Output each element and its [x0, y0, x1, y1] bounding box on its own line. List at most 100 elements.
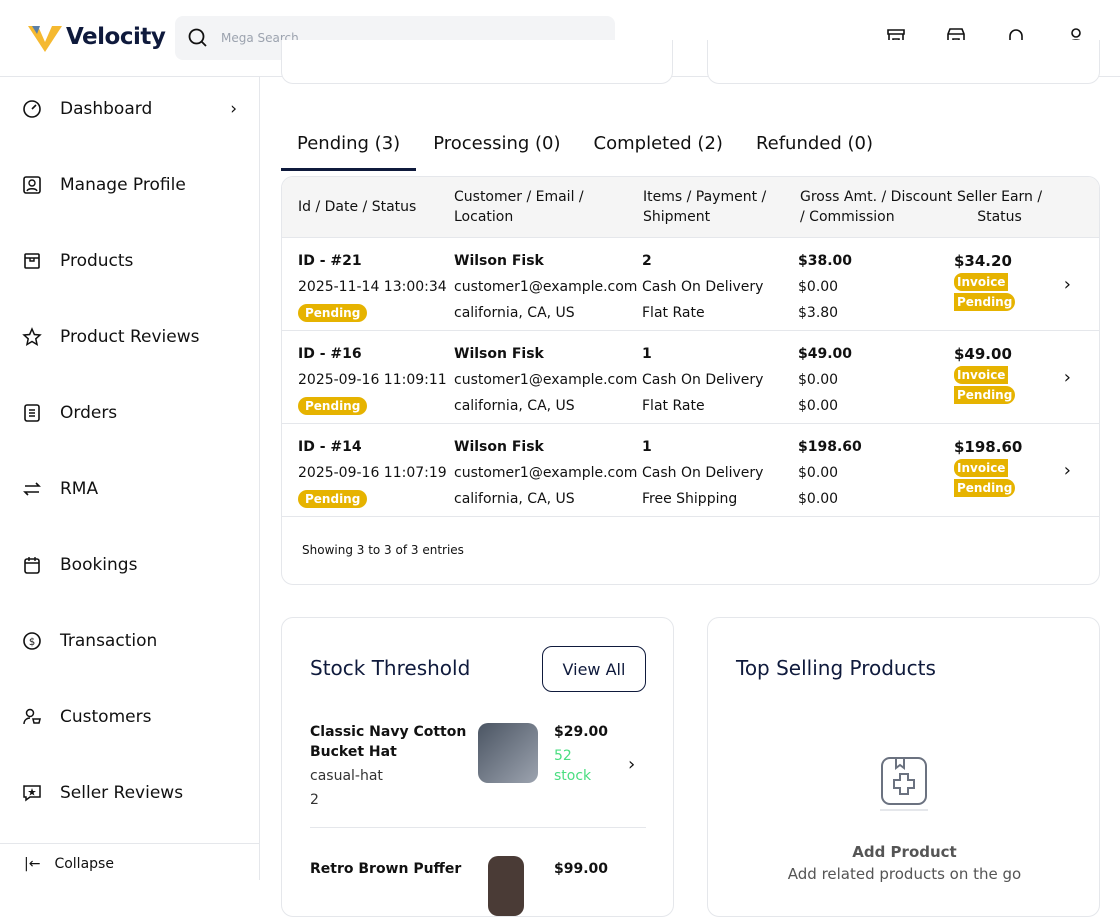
- pagination-info: Showing 3 to 3 of 3 entries: [302, 543, 464, 557]
- top-card-left: [281, 40, 673, 84]
- customer-cell: Wilson Fisk customer1@example.com californ…: [454, 439, 638, 507]
- table-header: Id / Date / Status Customer / Email / Loc…: [282, 177, 1099, 238]
- sidebar-item-label: Dashboard: [60, 99, 153, 119]
- sidebar-item-orders[interactable]: Orders: [22, 403, 237, 423]
- sidebar-item-manage-profile[interactable]: Manage Profile: [22, 175, 237, 195]
- table-row[interactable]: ID - #21 2025-11-14 13:00:34 Pending Wilso…: [282, 238, 1099, 331]
- sidebar-item-label: Customers: [60, 707, 152, 727]
- profile-icon: [23, 176, 41, 194]
- product-sku: casual-hat: [310, 768, 383, 784]
- add-product-icon: [880, 757, 928, 811]
- star-icon: [22, 327, 42, 347]
- table-row[interactable]: ID - #14 2025-09-16 11:07:19 Pending Wilso…: [282, 424, 1099, 517]
- collapse-button[interactable]: |← Collapse: [0, 843, 259, 883]
- product-image: [478, 723, 538, 783]
- svg-text:$: $: [29, 637, 35, 648]
- arrows-icon: [23, 482, 41, 496]
- product-qty: 2: [310, 792, 319, 808]
- order-id-cell: ID - #14 2025-09-16 11:07:19 Pending: [298, 439, 447, 508]
- search-placeholder: Mega Search: [221, 31, 299, 45]
- product-price: $29.00: [554, 724, 609, 740]
- sidebar-item-label: Products: [60, 251, 134, 271]
- sidebar-item-label: Manage Profile: [60, 175, 186, 195]
- product-name: Retro Brown Puffer: [310, 861, 462, 877]
- tab-pending[interactable]: Pending (3): [281, 128, 417, 171]
- status-badge: Pending: [298, 397, 368, 415]
- order-tabs: Pending (3) Processing (0) Completed (2)…: [281, 128, 890, 171]
- gauge-icon: [23, 100, 41, 118]
- product-image: [488, 856, 524, 916]
- status-badge: Pending: [298, 490, 368, 508]
- seller-earn-cell: $49.00 Invoice Pending: [954, 343, 1016, 405]
- sidebar-item-label: Seller Reviews: [60, 783, 184, 803]
- sidebar-item-dashboard[interactable]: Dashboard ›: [22, 99, 237, 119]
- amount-cell: $38.00 $0.00 $3.80: [798, 253, 853, 321]
- column-header: Seller Earn / Status: [957, 189, 1043, 225]
- tab-processing[interactable]: Processing (0): [433, 133, 561, 154]
- sidebar-item-label: Product Reviews: [60, 327, 200, 347]
- amount-cell: $49.00 $0.00 $0.00: [798, 346, 853, 414]
- velocity-logo-icon: [28, 26, 62, 52]
- brand-name: Velocity: [66, 24, 166, 50]
- empty-state-text: Add related products on the go: [787, 865, 1022, 883]
- chevron-right-icon: ›: [230, 99, 237, 119]
- tab-completed[interactable]: Completed (2): [593, 133, 723, 154]
- product-stock: 52 stock: [554, 748, 592, 784]
- invoice-status-badge: Pending: [954, 293, 1016, 311]
- customers-icon: [23, 708, 41, 725]
- order-id-cell: ID - #16 2025-09-16 11:09:11 Pending: [298, 346, 447, 415]
- sidebar-item-label: Transaction: [60, 631, 158, 651]
- sidebar-item-label: RMA: [60, 479, 99, 499]
- invoice-status-badge: Pending: [954, 479, 1016, 497]
- column-header: Id / Date / Status: [298, 199, 417, 215]
- stock-threshold-title: Stock Threshold: [310, 656, 471, 680]
- sidebar-item-label: Orders: [60, 403, 118, 423]
- column-header: Customer / Email / Location: [454, 189, 584, 225]
- calendar-icon: [24, 557, 40, 574]
- column-header: Gross Amt. / Discount / Commission: [800, 189, 953, 225]
- review-icon: [23, 785, 41, 802]
- tab-refunded[interactable]: Refunded (0): [755, 133, 874, 154]
- invoice-badge: Invoice: [954, 366, 1009, 384]
- sidebar: Dashboard › Manage Profile Products Produ…: [0, 77, 260, 880]
- orders-table: Id / Date / Status Customer / Email / Loc…: [281, 176, 1100, 585]
- chevron-right-icon[interactable]: ›: [628, 754, 636, 775]
- logo[interactable]: Velocity: [28, 22, 166, 52]
- empty-state-title: Add Product: [852, 843, 957, 861]
- search-icon: [188, 28, 207, 47]
- customer-cell: Wilson Fisk customer1@example.com californ…: [454, 346, 638, 414]
- top-card-right: [707, 40, 1100, 84]
- sidebar-item-products[interactable]: Products: [22, 251, 237, 271]
- order-id-cell: ID - #21 2025-11-14 13:00:34 Pending: [298, 253, 447, 322]
- sidebar-item-bookings[interactable]: Bookings: [22, 555, 237, 575]
- items-cell: 1 Cash On Delivery Free Shipping: [642, 439, 764, 507]
- collapse-icon: |←: [24, 855, 41, 872]
- top-selling-card: Top Selling Products Add Product Add rel…: [707, 617, 1100, 917]
- invoice-badge: Invoice: [954, 273, 1009, 291]
- seller-earn-cell: $198.60 Invoice Pending: [954, 438, 1023, 497]
- sidebar-item-label: Bookings: [60, 555, 138, 575]
- status-badge: Pending: [298, 304, 368, 322]
- collapse-label: Collapse: [54, 855, 114, 872]
- seller-earn-cell: $34.20 Invoice Pending: [954, 250, 1016, 312]
- divider: [310, 827, 646, 828]
- product-name: Classic Navy Cotton Bucket Hat: [310, 724, 467, 760]
- product-price: $99.00: [554, 861, 609, 877]
- view-all-button[interactable]: View All: [542, 646, 646, 692]
- box-icon: [24, 253, 40, 269]
- customer-cell: Wilson Fisk customer1@example.com californ…: [454, 253, 638, 321]
- table-row[interactable]: ID - #16 2025-09-16 11:09:11 Pending Wilso…: [282, 331, 1099, 424]
- sidebar-item-rma[interactable]: RMA: [22, 479, 237, 499]
- items-cell: 2 Cash On Delivery Flat Rate: [642, 253, 764, 321]
- column-header: Items / Payment / Shipment: [643, 189, 767, 225]
- chevron-right-icon[interactable]: ›: [1063, 367, 1071, 388]
- dollar-icon: $: [23, 632, 41, 650]
- chevron-right-icon[interactable]: ›: [1063, 274, 1071, 295]
- sidebar-item-product-reviews[interactable]: Product Reviews: [22, 327, 237, 347]
- items-cell: 1 Cash On Delivery Flat Rate: [642, 346, 764, 414]
- sidebar-item-customers[interactable]: Customers: [22, 707, 237, 727]
- sidebar-item-transaction[interactable]: $ Transaction: [22, 631, 237, 651]
- sidebar-item-seller-reviews[interactable]: Seller Reviews: [22, 783, 237, 803]
- amount-cell: $198.60 $0.00 $0.00: [798, 439, 862, 507]
- chevron-right-icon[interactable]: ›: [1063, 460, 1071, 481]
